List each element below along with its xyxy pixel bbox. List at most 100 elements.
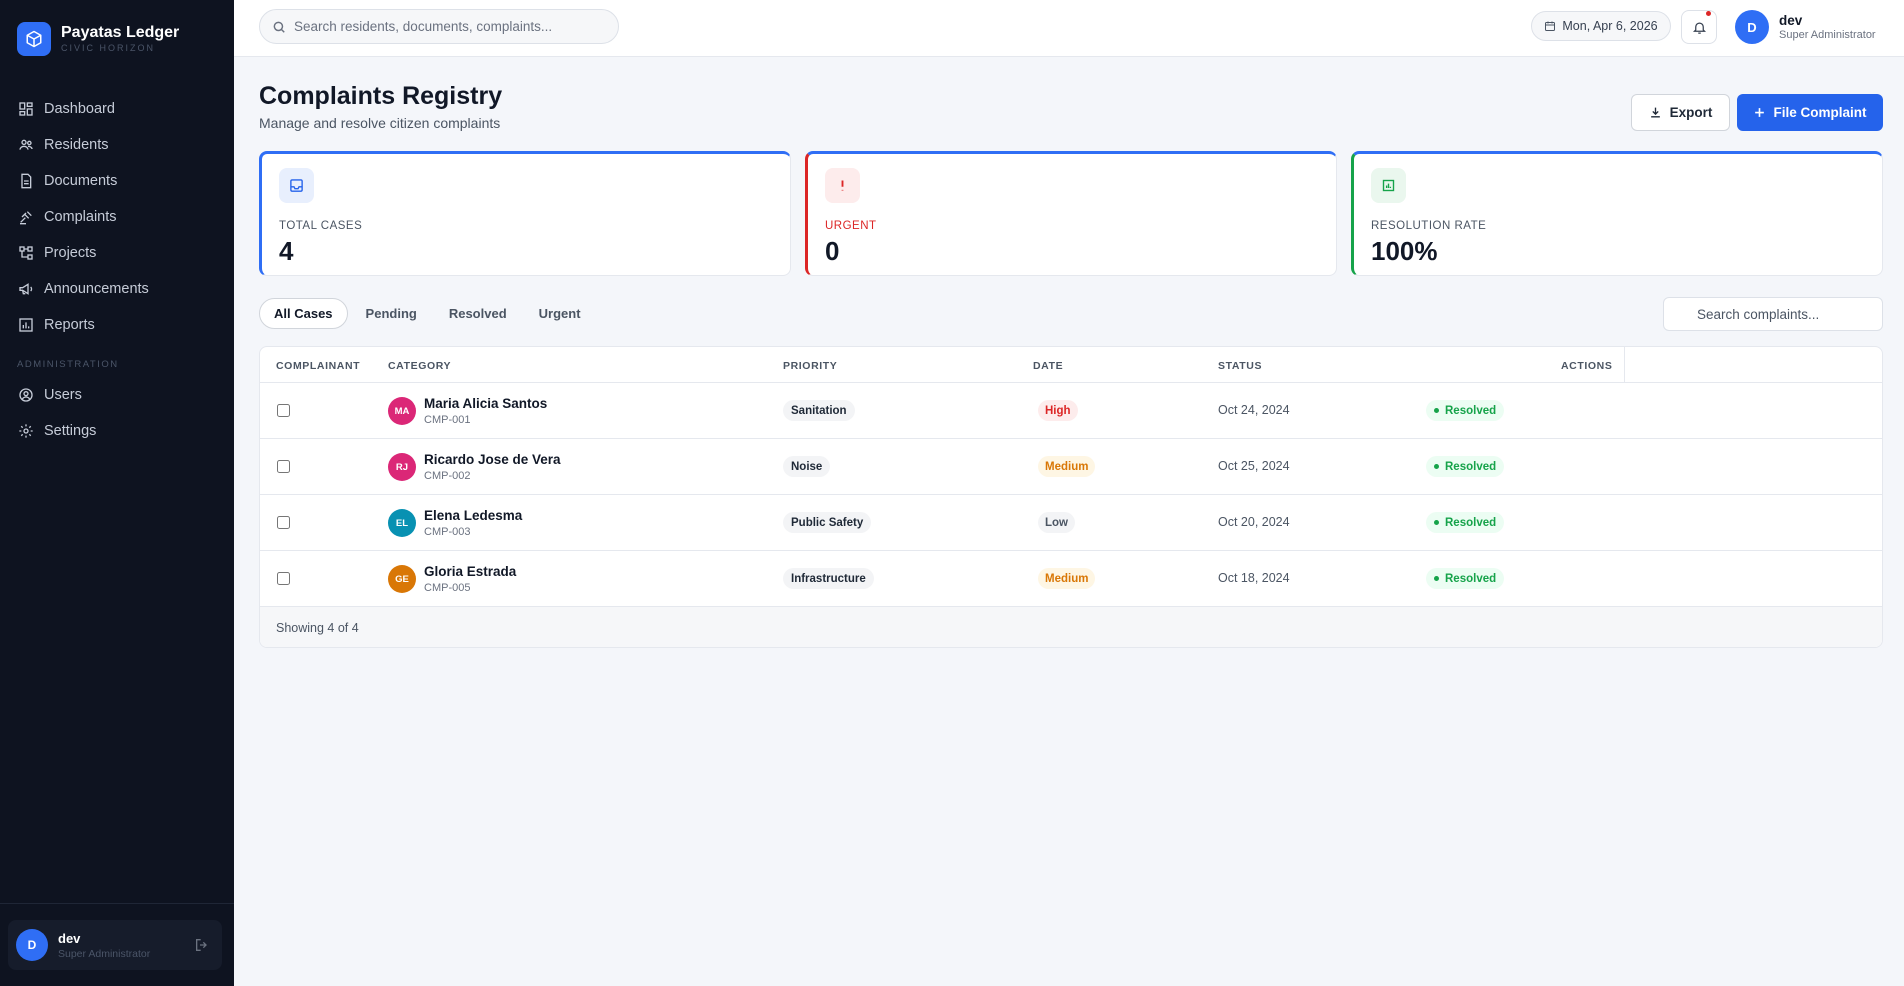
complaint-date: Oct 18, 2024 (1218, 571, 1290, 585)
notifications-button[interactable] (1681, 10, 1717, 44)
status-badge: Resolved (1426, 512, 1505, 533)
priority-badge: High (1038, 400, 1078, 421)
brand[interactable]: Payatas Ledger CIVIC HORIZON (17, 22, 179, 56)
complainant-name: Gloria Estrada (424, 564, 517, 579)
cube-logo-icon (17, 22, 51, 56)
row-checkbox[interactable] (277, 460, 290, 473)
logout-icon[interactable] (194, 937, 210, 953)
document-icon (21, 173, 32, 189)
date-chip[interactable]: Mon, Apr 6, 2026 (1531, 11, 1671, 41)
dashboard-icon (19, 102, 33, 116)
priority-badge: Medium (1038, 568, 1096, 589)
table-row[interactable]: EL Elena Ledesma CMP-003 Public Safety L… (260, 495, 1882, 551)
main-nav: Dashboard Residents Documents Complaints… (0, 91, 234, 343)
complainant-name: Maria Alicia Santos (424, 396, 548, 411)
sidebar: Payatas Ledger CIVIC HORIZON Dashboard R… (0, 0, 234, 986)
header-priority[interactable]: PRIORITY (783, 360, 838, 372)
stat-value: 4 (279, 236, 294, 266)
sidebar-item-documents[interactable]: Documents (0, 163, 234, 199)
megaphone-icon (19, 283, 33, 295)
row-checkbox[interactable] (277, 572, 290, 585)
avatar: D (1735, 10, 1769, 44)
tab-resolved[interactable]: Resolved (448, 306, 507, 321)
sidebar-item-label: Dashboard (44, 101, 115, 117)
row-checkbox[interactable] (277, 404, 290, 417)
sidebar-item-announcements[interactable]: Announcements (0, 271, 234, 307)
search-icon (273, 21, 285, 33)
priority-badge: Medium (1038, 456, 1096, 477)
status-badge: Resolved (1426, 568, 1505, 589)
status-badge: Resolved (1426, 456, 1505, 477)
tab-urgent[interactable]: Urgent (538, 306, 581, 321)
sidebar-user-role: Super Administrator (58, 947, 151, 960)
sidebar-item-projects[interactable]: Projects (0, 235, 234, 271)
stat-card-resolution: RESOLUTION RATE 100% (1351, 151, 1883, 276)
complainant-name: Elena Ledesma (424, 508, 523, 523)
table-row[interactable]: RJ Ricardo Jose de Vera CMP-002 Noise Me… (260, 439, 1882, 495)
global-search[interactable] (259, 9, 619, 44)
header-category[interactable]: CATEGORY (388, 360, 452, 372)
category-badge: Sanitation (783, 400, 855, 421)
top-user-name: dev (1779, 13, 1803, 28)
sidebar-divider (0, 903, 234, 904)
table-row[interactable]: GE Gloria Estrada CMP-005 Infrastructure… (260, 551, 1882, 607)
sidebar-user-card[interactable]: D dev Super Administrator (8, 920, 222, 970)
sidebar-item-label: Documents (44, 173, 118, 189)
sidebar-item-label: Announcements (44, 281, 149, 297)
sidebar-item-label: Settings (44, 423, 97, 439)
status-badge: Resolved (1426, 400, 1505, 421)
complaint-id: CMP-003 (424, 526, 471, 538)
table-footer: Showing 4 of 4 (260, 607, 1882, 647)
sidebar-item-complaints[interactable]: Complaints (0, 199, 234, 235)
avatar: RJ (388, 453, 416, 481)
category-badge: Public Safety (783, 512, 872, 533)
brand-subtitle: CIVIC HORIZON (61, 43, 156, 53)
page-title: Complaints Registry (259, 82, 503, 110)
sidebar-item-residents[interactable]: Residents (0, 127, 234, 163)
avatar: D (16, 929, 48, 961)
projects-icon (19, 246, 33, 260)
file-complaint-label: File Complaint (1773, 105, 1867, 120)
header-date[interactable]: DATE (1033, 360, 1064, 372)
file-complaint-button[interactable]: File Complaint (1737, 94, 1883, 131)
users-circle-icon (19, 388, 33, 402)
sidebar-item-dashboard[interactable]: Dashboard (0, 91, 234, 127)
calendar-icon (1545, 21, 1556, 31)
complaint-search-input[interactable] (1697, 306, 1877, 322)
category-badge: Infrastructure (783, 568, 874, 589)
download-icon (1650, 107, 1660, 118)
sidebar-item-label: Complaints (44, 209, 117, 225)
global-search-input[interactable] (294, 19, 594, 34)
sidebar-item-label: Users (44, 387, 82, 403)
notification-dot (1706, 11, 1711, 16)
sidebar-item-reports[interactable]: Reports (0, 307, 234, 343)
gavel-icon (20, 211, 32, 225)
table-header: COMPLAINANT CATEGORY PRIORITY DATE STATU… (260, 347, 1882, 383)
topbar: Mon, Apr 6, 2026 D dev Super Administrat… (234, 0, 1904, 57)
header-complainant[interactable]: COMPLAINANT (276, 360, 361, 372)
page-subtitle: Manage and resolve citizen complaints (259, 115, 501, 131)
complainant-name: Ricardo Jose de Vera (424, 452, 561, 467)
complaint-id: CMP-002 (424, 470, 471, 482)
tab-all-cases[interactable]: All Cases (259, 298, 348, 329)
top-user-menu[interactable]: D dev Super Administrator (1735, 10, 1876, 44)
plus-icon (1755, 108, 1765, 117)
header-status[interactable]: STATUS (1218, 360, 1263, 372)
complaint-search[interactable] (1663, 297, 1883, 331)
row-checkbox[interactable] (277, 516, 290, 529)
avatar: EL (388, 509, 416, 537)
stat-value: 100% (1371, 236, 1438, 266)
complaint-id: CMP-005 (424, 582, 471, 594)
brand-name: Payatas Ledger (61, 24, 180, 41)
bell-icon (1692, 22, 1706, 34)
sidebar-item-settings[interactable]: Settings (0, 413, 234, 449)
stat-label: RESOLUTION RATE (1371, 220, 1487, 232)
export-button[interactable]: Export (1631, 94, 1730, 131)
sidebar-item-users[interactable]: Users (0, 377, 234, 413)
top-user-role: Super Administrator (1779, 29, 1876, 41)
tab-pending[interactable]: Pending (365, 306, 417, 321)
table-row[interactable]: MA Maria Alicia Santos CMP-001 Sanitatio… (260, 383, 1882, 439)
avatar: GE (388, 565, 416, 593)
stat-label: TOTAL CASES (279, 220, 363, 232)
complaint-id: CMP-001 (424, 414, 471, 426)
